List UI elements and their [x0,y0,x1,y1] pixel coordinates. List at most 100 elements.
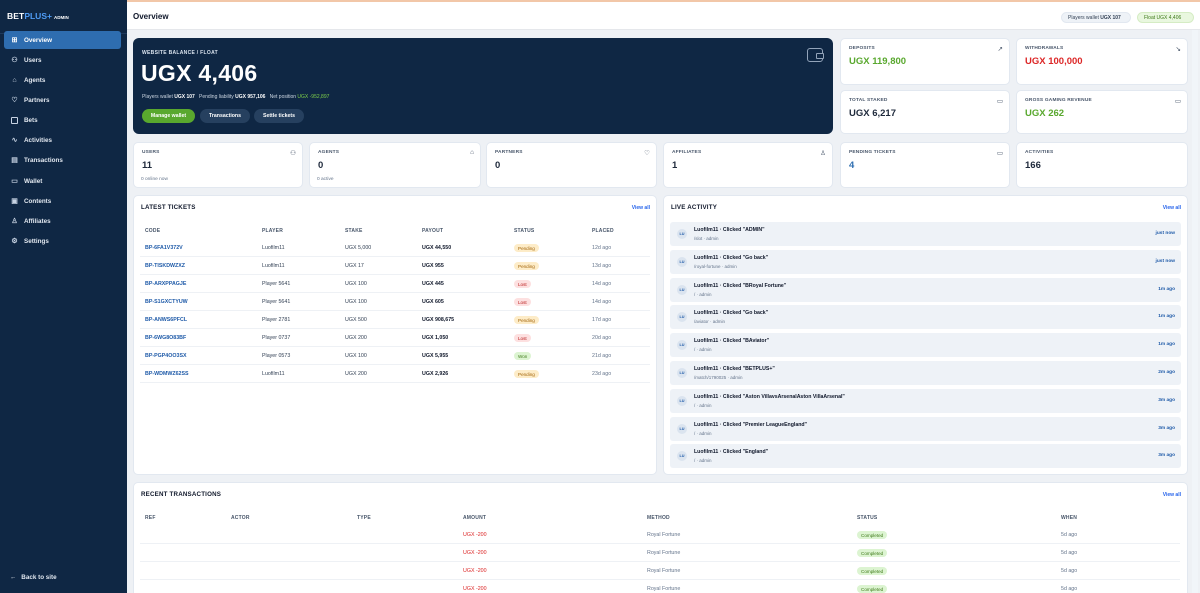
agents-stat-card[interactable]: AGENTS 0 0 active ⌂ [309,142,481,188]
activity-time: just now [1155,258,1175,264]
activity-item[interactable]: LU Luofilm11 · Clicked "BAviator" / · admi… [670,333,1181,358]
activity-text: Luofilm11 · Clicked "BETPLUS+" [694,366,775,372]
players-wallet-label: Players wallet [142,94,173,100]
activity-time: 3m ago [1158,453,1175,459]
avatar: LU [677,395,687,406]
sidebar-item-users[interactable]: ⚇ Users [4,51,121,69]
table-row[interactable]: UGX -200 Royal Fortune Completed 5d ago [140,526,1180,544]
sidebar-item-activities[interactable]: ∿ Activities [4,131,121,149]
total-staked-card[interactable]: TOTAL STAKED UGX 6,217 ▭ [840,90,1010,134]
stat-label: ACTIVITIES [1025,150,1054,155]
stat-label: AFFILIATES [672,150,702,155]
sidebar-item-contents[interactable]: ▣ Contents [4,192,121,210]
ticket-code[interactable]: BP-ARXPPAGJE [145,281,187,287]
avatar: LU [677,340,687,351]
ticket-code[interactable]: BP-PGP4OO3SX [145,353,187,359]
table-row[interactable]: BP-TISKDWZXZ Luofilm11 UGX 17 UGX 955 Pendin… [140,257,650,275]
sidebar-item-partners[interactable]: ♡ Partners [4,91,121,109]
brand-logo[interactable]: BETPLUS+ ADMIN [0,0,127,34]
activity-path: / · admin [694,458,712,464]
back-to-site-link[interactable]: ← Back to site [10,574,57,581]
activity-item[interactable]: LU Luofilm11 · Clicked "Go back" /royal-fo… [670,249,1181,274]
activity-path: /slot · admin [694,236,719,241]
ticket-stake: UGX 100 [345,353,367,359]
ticket-icon: ▭ [996,98,1003,105]
partners-stat-card[interactable]: PARTNERS 0 ♡ [486,142,657,188]
table-row[interactable]: BP-ANWS6PFCL Player 2781 UGX 500 UGX 908,67… [140,311,650,329]
withdrawals-card[interactable]: WITHDRAWALS UGX 100,000 ↘ [1016,38,1188,85]
users-stat-card[interactable]: USERS 11 0 online now ⚇ [133,142,303,188]
gross-gaming-revenue-card[interactable]: GROSS GAMING REVENUE UGX 262 ▭ [1016,90,1188,134]
back-to-site-label: Back to site [21,574,57,581]
ticket-player: Player 0573 [262,353,291,359]
view-all-transactions-link[interactable]: View all [1162,492,1181,498]
sidebar-item-settings[interactable]: ⚙ Settings [4,232,121,250]
tx-amount: UGX -200 [463,586,487,592]
manage-wallet-button[interactable]: Manage wallet [142,109,195,123]
activity-item[interactable]: LU Luofilm11 · Clicked "BRoyal Fortune" / … [670,277,1181,302]
deposits-card[interactable]: DEPOSITS UGX 119,800 ↗ [840,38,1010,85]
ticket-placed: 14d ago [592,281,612,287]
activity-time: 1m ago [1158,286,1175,292]
activity-item[interactable]: LU Luofilm11 · Clicked "Go back" /aviator … [670,305,1181,330]
sidebar-item-label: Bets [24,116,38,124]
affiliates-stat-card[interactable]: AFFILIATES 1 ♙ [663,142,833,188]
sidebar-item-overview[interactable]: ⊞ Overview [4,31,121,49]
activity-item[interactable]: LU Luofilm11 · Clicked "Premier LeagueEng… [670,416,1181,441]
table-row[interactable]: UGX -200 Royal Fortune Completed 5d ago [140,580,1180,593]
sidebar-item-agents[interactable]: ⌂ Agents [4,71,121,89]
players-wallet-label: Players wallet [1068,14,1099,21]
brand-part2: PLUS+ [24,11,52,21]
view-all-activity-link[interactable]: View all [1162,205,1181,211]
ticket-code[interactable]: BP-S1GXCTYUW [145,299,188,305]
column-header: CODE [145,228,161,234]
table-row[interactable]: UGX -200 Royal Fortune Completed 5d ago [140,544,1180,562]
ticket-code[interactable]: BP-WDMWZ62SS [145,371,189,377]
table-row[interactable]: BP-6WG8O83BF Player 0737 UGX 200 UGX 1,050 L… [140,329,650,347]
status-badge: Pending [514,262,539,270]
activity-item[interactable]: LU Luofilm11 · Clicked "ADMIN" /slot · adm… [670,222,1181,246]
sidebar-item-transactions[interactable]: ▤ Transactions [4,151,121,169]
activity-item[interactable]: LU Luofilm11 · Clicked "BETPLUS+" /match/1… [670,361,1181,385]
panel-title: LIVE ACTIVITY [671,204,718,211]
ticket-code[interactable]: BP-6WG8O83BF [145,335,187,341]
sidebar-item-label: Agents [24,76,46,84]
activities-stat-card[interactable]: ACTIVITIES 166 [1016,142,1188,188]
status-badge: Completed [857,585,888,593]
activity-item[interactable]: LU Luofilm11 · Clicked "England" / · admin… [670,444,1181,469]
gear-icon: ⚙ [11,238,18,245]
sidebar-item-label: Wallet [24,177,43,185]
sidebar-item-wallet[interactable]: ▭ Wallet [4,172,121,190]
balance-amount: UGX 4,406 [141,60,258,86]
ticket-player: Luofilm11 [262,245,285,251]
pending-tickets-stat-card[interactable]: PENDING TICKETS 4 ▭ [840,142,1010,188]
sidebar-item-affiliates[interactable]: ♙ Affiliates [4,212,121,230]
tx-amount: UGX -200 [463,532,487,538]
settle-tickets-button[interactable]: Settle tickets [254,109,304,123]
tx-method: Royal Fortune [647,586,681,592]
ticket-code[interactable]: BP-TISKDWZXZ [145,263,186,269]
table-row[interactable]: BP-S1GXCTYUW Player 5641 UGX 100 UGX 605 Los… [140,293,650,311]
user-icon: ♙ [820,150,826,157]
avatar: LU [677,229,687,239]
ticket-code[interactable]: BP-ANWS6PFCL [145,317,188,323]
activity-text: Luofilm11 · Clicked "Go back" [694,310,769,317]
table-row[interactable]: BP-PGP4OO3SX Player 0573 UGX 100 UGX 5,955 W… [140,347,650,365]
transactions-button[interactable]: Transactions [200,109,250,123]
column-header: WHEN [1061,515,1078,521]
table-row[interactable]: BP-ARXPPAGJE Player 5641 UGX 100 UGX 445 Los… [140,275,650,293]
activity-item[interactable]: LU Luofilm11 · Clicked "Aston VillavsArse… [670,388,1181,413]
sidebar-item-bets[interactable]: Bets [4,111,121,129]
table-row[interactable]: BP-WDMWZ62SS Luofilm11 UGX 200 UGX 2,926 Pen… [140,365,650,383]
view-all-tickets-link[interactable]: View all [631,205,650,211]
table-row[interactable]: UGX -200 Royal Fortune Completed 5d ago [140,562,1180,580]
recent-transactions-panel: RECENT TRANSACTIONS View all REF ACTOR T… [133,482,1188,593]
page-scrollbar[interactable] [1192,30,1198,593]
panel-title: LATEST TICKETS [141,204,196,211]
ticket-code[interactable]: BP-6FA1V372V [145,245,183,251]
table-row[interactable]: BP-6FA1V372V Luofilm11 UGX 5,000 UGX 44,550… [140,239,650,257]
store-icon: ⌂ [470,149,474,156]
wallet-icon [807,48,824,62]
ticket-placed: 23d ago [592,371,612,377]
avatar: LU [677,451,687,462]
